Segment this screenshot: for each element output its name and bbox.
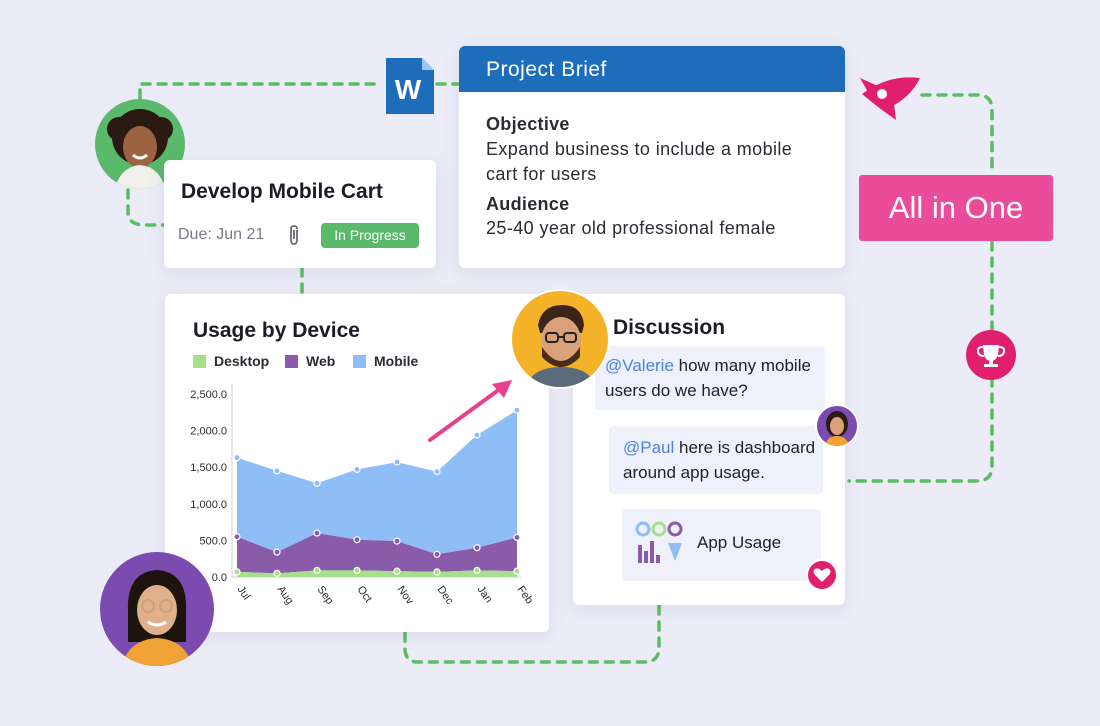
- connector-rocket-badge: [920, 93, 994, 176]
- legend-desktop[interactable]: Desktop: [193, 353, 269, 369]
- heart-reaction-button[interactable]: [806, 559, 838, 591]
- data-point-desktop: [233, 568, 241, 576]
- area-chart: 0.0 500.0 1,000.0 1,500.0 2,000.0 2,500.0 Jul A…: [190, 384, 536, 607]
- data-point-web: [433, 550, 441, 558]
- app-usage-label: App Usage: [697, 533, 782, 552]
- legend-mobile[interactable]: Mobile: [353, 353, 418, 369]
- data-point-mobile: [353, 465, 361, 473]
- message-2-text: here is dashboard: [674, 438, 816, 457]
- x-tick-label: Jan: [475, 584, 495, 605]
- x-tick-label: Sep: [315, 584, 336, 607]
- objective-label: Objective: [486, 114, 570, 134]
- data-point-web: [273, 548, 281, 556]
- data-point-mobile: [433, 467, 441, 476]
- heart-icon: [813, 568, 831, 582]
- legend-mobile-label: Mobile: [374, 353, 419, 369]
- chart-title: Usage by Device: [193, 319, 360, 342]
- connector-avatar-task: [126, 188, 165, 227]
- mention-paul[interactable]: @Paul: [623, 438, 675, 457]
- usage-chart-card[interactable]: Usage by Device Desktop Web Mobile 0.0 50…: [165, 294, 549, 632]
- data-point-web: [353, 536, 361, 544]
- word-document-icon[interactable]: W: [382, 56, 436, 116]
- x-tick-label: Oct: [355, 584, 375, 605]
- brief-title: Project Brief: [486, 58, 607, 81]
- paperclip-icon[interactable]: [286, 224, 302, 246]
- y-tick-label: 1,500.0: [190, 462, 227, 474]
- status-badge: In Progress: [321, 223, 419, 248]
- task-due-date: Due: Jun 21: [178, 226, 265, 243]
- connector-top-left: [138, 82, 382, 100]
- x-tick-label: Jul: [235, 584, 253, 602]
- data-point-desktop: [433, 568, 441, 576]
- series-area-web: [237, 533, 517, 574]
- y-tick-label: 2,500.0: [190, 389, 227, 401]
- legend-web[interactable]: Web: [285, 353, 335, 369]
- data-point-mobile: [473, 431, 481, 439]
- dashboard-thumbnail-icon: [635, 521, 683, 563]
- objective-line-2: cart for users: [486, 164, 597, 184]
- data-point-mobile: [233, 454, 241, 462]
- task-title: Develop Mobile Cart: [181, 180, 383, 203]
- data-point-web: [313, 529, 321, 537]
- mention-valerie[interactable]: @Valerie: [605, 356, 674, 375]
- brief-header: Project Brief: [459, 46, 845, 92]
- data-point-mobile: [513, 406, 521, 414]
- discussion-card[interactable]: Discussion @Valerie how many mobile user…: [573, 294, 845, 605]
- data-point-web: [473, 544, 481, 552]
- data-point-desktop: [473, 566, 481, 575]
- message-bubble-1[interactable]: @Valerie how many mobile users do we hav…: [595, 346, 825, 410]
- legend-desktop-label: Desktop: [214, 353, 270, 369]
- data-point-web: [513, 533, 521, 542]
- task-card[interactable]: Develop Mobile Cart Due: Jun 21 In Progr…: [164, 160, 436, 268]
- connector-trophy-discussion: [847, 376, 994, 483]
- data-point-web: [393, 537, 401, 545]
- x-tick-label: Nov: [395, 584, 416, 607]
- all-in-one-badge: All in One: [859, 175, 1053, 241]
- y-tick-label: 0.0: [212, 572, 227, 584]
- woman-glasses-avatar: [100, 552, 214, 666]
- project-brief-card[interactable]: Project Brief Objective Expand business …: [459, 46, 845, 268]
- data-point-mobile: [313, 479, 321, 487]
- legend-mobile-swatch: [353, 355, 366, 368]
- trophy-icon: [966, 330, 1016, 380]
- man-glasses-avatar: [510, 289, 610, 389]
- series-area-desktop: [237, 570, 517, 577]
- legend-web-label: Web: [306, 353, 336, 369]
- connector-bottom: [403, 604, 661, 664]
- rocket-icon: [860, 77, 920, 120]
- data-point-desktop: [313, 566, 321, 575]
- discussion-title: Discussion: [613, 316, 726, 339]
- message-2-line-2: around app usage.: [623, 463, 765, 482]
- series-area-mobile: [237, 410, 517, 555]
- message-1-line-2: users do we have?: [605, 381, 748, 400]
- data-point-desktop: [393, 567, 401, 575]
- data-point-mobile: [273, 467, 281, 475]
- woman-curly-hair-avatar: [95, 99, 185, 189]
- data-point-web: [233, 533, 241, 541]
- woman-small-avatar: [815, 404, 859, 448]
- legend-web-swatch: [285, 355, 298, 368]
- audience-text: 25-40 year old professional female: [486, 218, 776, 238]
- message-bubble-2[interactable]: @Paul here is dashboard around app usage…: [609, 426, 823, 494]
- data-point-desktop: [353, 566, 361, 575]
- trend-arrow-icon: [428, 380, 512, 442]
- y-tick-label: 1,000.0: [190, 499, 227, 511]
- objective-line-1: Expand business to include a mobile: [486, 139, 793, 159]
- legend-desktop-swatch: [193, 355, 206, 368]
- x-tick-label: Feb: [515, 584, 536, 606]
- audience-label: Audience: [486, 194, 570, 214]
- x-tick-label: Aug: [275, 584, 296, 607]
- message-1-text: how many mobile: [673, 356, 811, 375]
- y-tick-label: 2,000.0: [190, 426, 227, 438]
- x-tick-label: Dec: [435, 584, 456, 607]
- svg-text:W: W: [395, 74, 422, 105]
- app-usage-attachment[interactable]: App Usage: [622, 509, 821, 581]
- data-point-desktop: [273, 569, 281, 577]
- data-point-mobile: [393, 458, 401, 466]
- data-point-desktop: [513, 567, 521, 575]
- y-tick-label: 500.0: [199, 535, 227, 547]
